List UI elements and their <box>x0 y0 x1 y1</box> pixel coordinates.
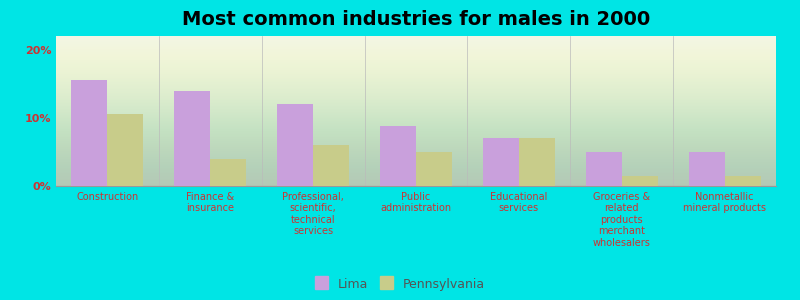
Bar <box>71 80 107 186</box>
Bar <box>622 176 658 186</box>
Bar <box>483 138 519 186</box>
Bar <box>416 152 452 186</box>
Bar <box>277 104 313 186</box>
Bar <box>519 138 555 186</box>
Legend: Lima, Pennsylvania: Lima, Pennsylvania <box>315 278 485 291</box>
Bar <box>313 145 349 186</box>
Bar <box>689 152 725 186</box>
Bar <box>725 176 761 186</box>
Bar <box>380 126 416 186</box>
Bar <box>586 152 622 186</box>
Title: Most common industries for males in 2000: Most common industries for males in 2000 <box>182 10 650 29</box>
Bar <box>210 159 246 186</box>
Bar <box>174 91 210 186</box>
Bar <box>107 114 143 186</box>
